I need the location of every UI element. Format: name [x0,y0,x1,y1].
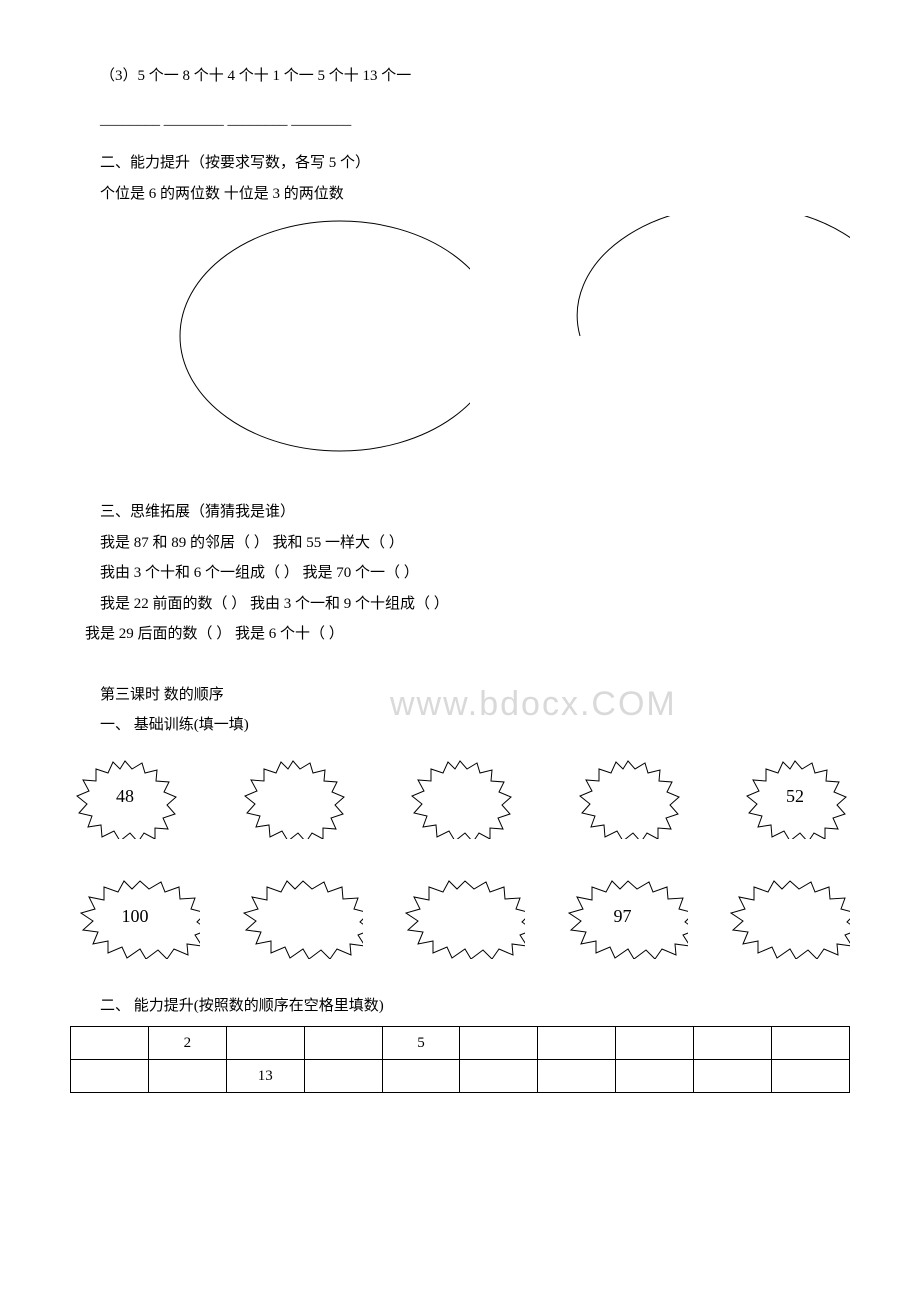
lesson-3-title: 第三课时 数的顺序 [70,681,850,710]
grid-cell [538,1027,616,1060]
burst-shape [720,872,850,962]
section-a-title: 一、 基础训练(填一填) [70,711,850,740]
burst-shape [573,752,683,842]
burst-label: 100 [122,899,149,933]
burst-shape [405,752,515,842]
burst-label: 97 [614,899,632,933]
page: （3）5 个一 8 个十 4 个十 1 个一 5 个十 13 个一 ______… [70,62,850,1093]
grid-cell [616,1060,694,1093]
grid-cell [694,1027,772,1060]
grid-cell [616,1027,694,1060]
burst-shape: 100 [70,872,200,962]
section-2-subtitle: 个位是 6 的两位数 十位是 3 的两位数 [70,180,850,209]
grid-cell [304,1027,382,1060]
grid-cell [772,1027,850,1060]
table-row: 25 [71,1027,850,1060]
ovals-container [170,216,850,456]
grid-cell [460,1027,538,1060]
oval-left-shape [180,221,470,451]
burst-row-2: 100 97 [70,872,850,962]
burst-label: 48 [116,779,134,813]
grid-cell [460,1060,538,1093]
table-row: 13 [71,1060,850,1093]
s3-line-3: 我是 22 前面的数（ ） 我由 3 个一和 9 个十组成（ ） [70,590,850,619]
burst-shape [395,872,525,962]
grid-cell [538,1060,616,1093]
burst-shape: 52 [740,752,850,842]
grid-cell [71,1027,149,1060]
burst-shape: 97 [558,872,688,962]
grid-cell [71,1060,149,1093]
s3-line-2: 我由 3 个十和 6 个一组成（ ） 我是 70 个一（ ） [70,559,850,588]
burst-row-1: 48 52 [70,752,850,842]
grid-cell: 13 [226,1060,304,1093]
burst-label: 52 [786,779,804,813]
section-b-title: 二、 能力提升(按照数的顺序在空格里填数) [70,992,850,1021]
grid-cell [694,1060,772,1093]
oval-left [170,216,470,456]
s3-line-1: 我是 87 和 89 的邻居（ ） 我和 55 一样大（ ） [70,529,850,558]
burst-shape [233,872,363,962]
number-grid: 25 13 [70,1026,850,1093]
grid-cell [304,1060,382,1093]
oval-right [550,216,850,456]
grid-cell: 2 [148,1027,226,1060]
burst-shape [238,752,348,842]
oval-right-shape [577,216,850,386]
section-3-title: 三、思维拓展（猜猜我是谁） [70,498,850,527]
answer-blanks: ________ ________ ________ ________ [100,106,850,135]
grid-cell: 5 [382,1027,460,1060]
s3-line-4: 我是 29 后面的数（ ） 我是 6 个十（ ） [85,620,850,649]
grid-cell [148,1060,226,1093]
burst-shape: 48 [70,752,180,842]
grid-cell [382,1060,460,1093]
grid-cell [772,1060,850,1093]
question-3: （3）5 个一 8 个十 4 个十 1 个一 5 个十 13 个一 [70,62,850,91]
grid-cell [226,1027,304,1060]
section-2-title: 二、能力提升（按要求写数，各写 5 个） [70,149,850,178]
